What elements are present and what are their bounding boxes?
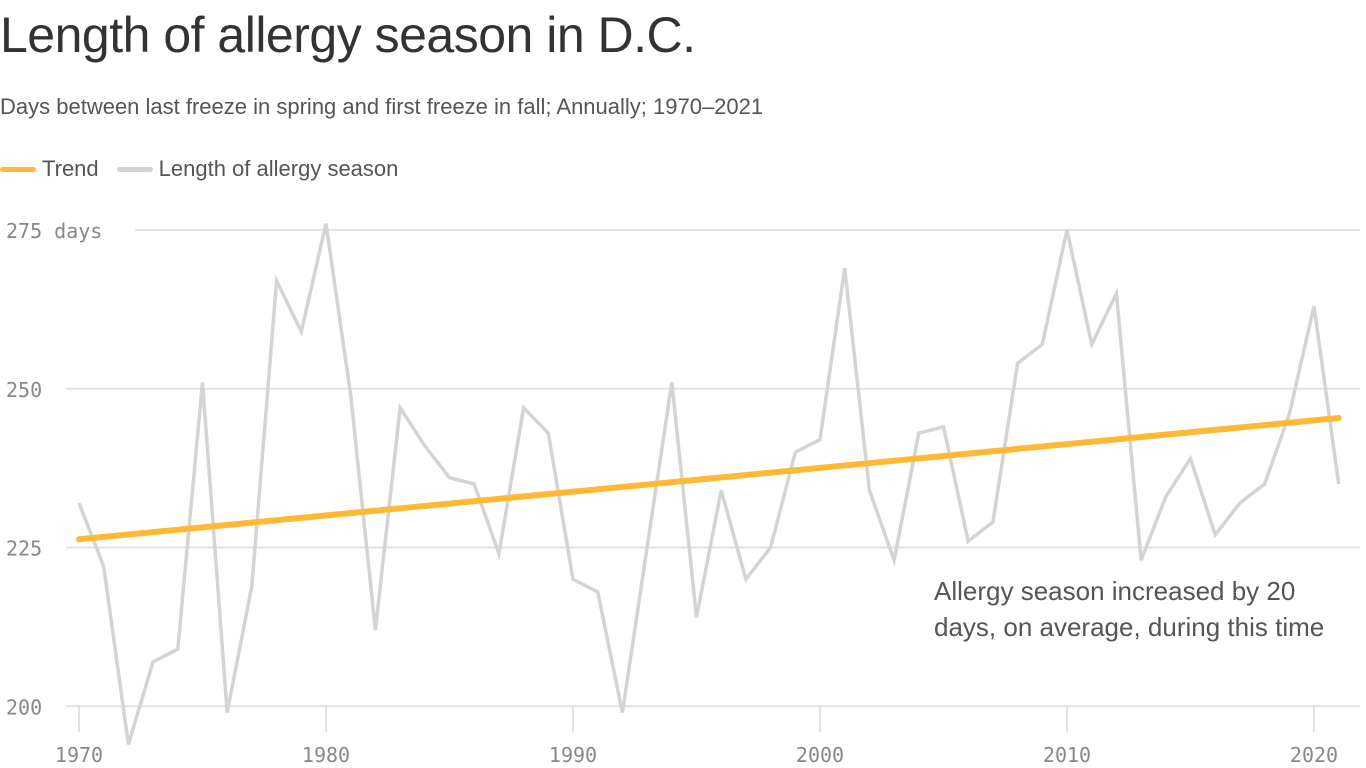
chart-subtitle: Days between last freeze in spring and f… [0,94,764,119]
legend-label-trend: Trend [42,156,99,181]
legend-swatch-trend [0,166,36,172]
y-tick-label: 275 days [6,219,102,243]
y-tick-label: 200 [6,695,42,719]
legend-label-length: Length of allergy season [158,156,399,181]
legend-item-trend: Trend [0,156,99,182]
chart-title: Length of allergy season in D.C. [0,7,696,63]
chart-annotation: Allergy season increased by 20 days, on … [934,576,1325,642]
legend-item-length: Length of allergy season [116,156,399,182]
x-tick-label: 1980 [302,743,350,767]
y-tick-label: 225 [6,537,42,561]
x-tick-label: 1990 [549,743,597,767]
x-tick-label: 2020 [1290,743,1338,767]
legend-swatch-length [116,166,153,172]
legend: Trend Length of allergy season [0,156,416,182]
x-tick-label: 2000 [796,743,844,767]
trend-line [76,414,1342,543]
series-line-length-of-allergy-season [77,223,1341,745]
x-tick-label: 1970 [55,743,103,767]
x-tick-label: 2010 [1043,743,1091,767]
y-tick-label: 250 [6,378,42,402]
